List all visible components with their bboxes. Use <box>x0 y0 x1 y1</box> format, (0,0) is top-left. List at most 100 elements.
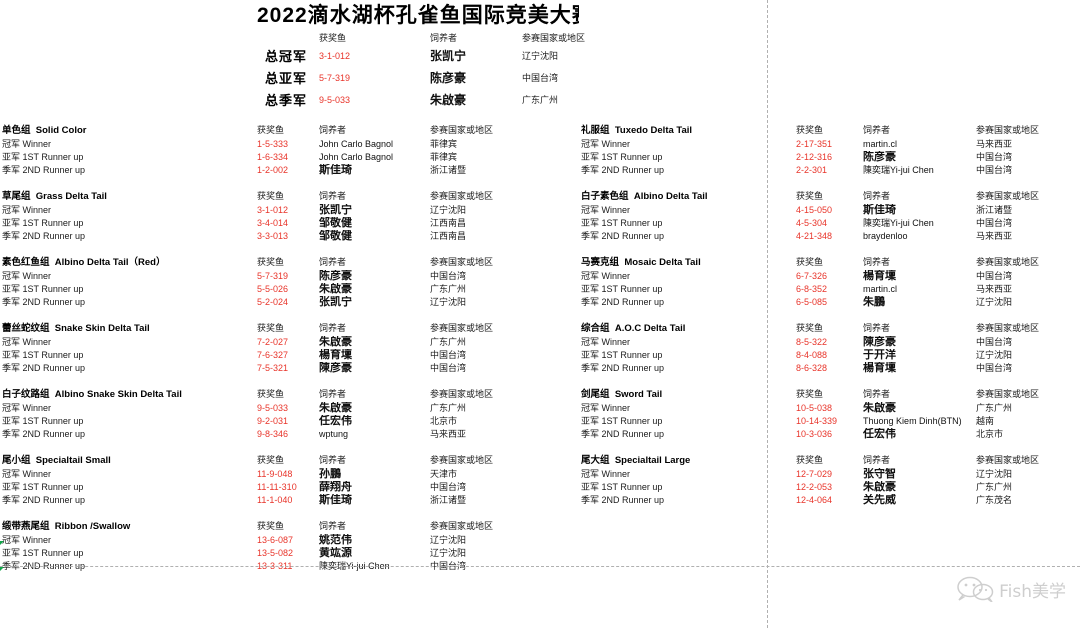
placement-label: 冠军 Winner <box>581 469 631 479</box>
empty-cell <box>861 89 974 111</box>
region-name: 北京市 <box>430 416 458 426</box>
gutter-cell <box>520 387 579 402</box>
group-title-right: 综合组 A.O.C Delta Tail <box>579 321 794 336</box>
empty-cell <box>974 177 1080 189</box>
breeder-name: martin.cl <box>863 284 898 294</box>
overall-header-row: 获奖鱼 饲养者 参赛国家或地区 <box>0 31 1080 45</box>
empty-cell <box>317 375 428 387</box>
gutter-cell <box>520 507 579 519</box>
group-name-cn: 尾大组 <box>581 455 610 466</box>
gutter-cell <box>520 349 579 362</box>
breeder-name: 薛翔舟 <box>319 481 352 493</box>
placement-label: 亚军 1ST Runner up <box>581 284 663 294</box>
col-header-fish: 获奖鱼 <box>796 191 824 201</box>
group-name-en: Albino Snake Skin Delta Tail <box>54 389 182 400</box>
group-header-row: 素色红鱼组 Albino Delta Tail（Red） 获奖鱼 饲养者 参赛国家或地… <box>0 255 1080 270</box>
fish-id: 2-17-351 <box>796 139 833 149</box>
result-row: 亚军 1ST Runner up 3-4-014 邹敬健 江西南昌 亚军 1ST Run… <box>0 217 1080 230</box>
breeder-name: 张凯宁 <box>319 296 352 308</box>
fish-id: 8-4-088 <box>796 350 828 360</box>
placement-label: 冠军 Winner <box>581 205 631 215</box>
breeder-name: braydenloo <box>863 231 908 241</box>
empty-cell <box>317 177 428 189</box>
empty-cell <box>861 67 974 89</box>
result-row: 冠军 Winner 1-5-333 John Carlo Bagnol 菲律宾 冠军 W… <box>0 138 1080 151</box>
breeder-name: 斯佳琦 <box>319 164 352 176</box>
empty-cell <box>974 0 1080 31</box>
gutter-cell <box>520 375 579 387</box>
empty-cell <box>794 45 861 67</box>
empty-cell <box>794 0 861 31</box>
group-title-left: 蕾丝蛇纹组 Snake Skin Delta Tail <box>0 321 255 336</box>
fish-id: 1-6-334 <box>257 152 289 162</box>
empty-cell <box>579 519 794 534</box>
fish-id: 12-7-029 <box>796 469 833 479</box>
breeder-name: 陈彦豪 <box>863 151 897 163</box>
col-header-breeder: 饲养者 <box>319 125 347 135</box>
fish-id: 5-7-319 <box>257 271 289 281</box>
empty-cell <box>0 45 255 67</box>
result-row: 冠军 Winner 11-9-048 孙鵬 天津市 冠军 Winner 12-7-029 张… <box>0 468 1080 481</box>
col-header-region: 参赛国家或地区 <box>430 125 494 135</box>
empty-cell <box>255 31 317 45</box>
placement-label: 冠军 Winner <box>581 403 631 413</box>
placement-label: 亚军 1ST Runner up <box>581 416 663 426</box>
col-header-region: 参赛国家或地区 <box>976 257 1040 267</box>
region-name: 马来西亚 <box>976 231 1013 241</box>
gutter-cell <box>520 494 579 507</box>
empty-cell <box>579 534 794 547</box>
placement-label: 季军 2ND Runner up <box>581 231 665 241</box>
empty-cell <box>0 441 255 453</box>
breeder-name: 楊育壈 <box>863 362 897 374</box>
empty-cell <box>579 441 794 453</box>
empty-cell <box>974 507 1080 519</box>
empty-cell <box>974 67 1080 89</box>
group-header-row: 尾小组 Specialtail Small 获奖鱼 饲养者 参赛国家或地区 尾大组 Sp… <box>0 453 1080 468</box>
region-name: 浙江诸暨 <box>976 205 1013 215</box>
empty-cell <box>794 309 861 321</box>
group-name-en: Grass Delta Tail <box>35 191 107 202</box>
breeder-name: 关先威 <box>863 494 897 506</box>
group-name-cn: 草尾组 <box>2 191 31 202</box>
gutter-cell <box>520 189 579 204</box>
breeder-name: 张守智 <box>863 468 897 480</box>
region-name: 辽宁沈阳 <box>430 535 467 545</box>
col-header-fish: 获奖鱼 <box>796 323 824 333</box>
placement-label: 季军 2ND Runner up <box>2 495 86 505</box>
empty-cell <box>317 111 428 123</box>
page-title: 2022滴水湖杯孔雀鱼国际竞美大赛 <box>257 4 580 27</box>
empty-cell <box>861 243 974 255</box>
empty-cell <box>579 560 794 573</box>
overall-title: 总季军 <box>264 92 307 108</box>
empty-cell <box>794 534 861 547</box>
group-name-cn: 尾小组 <box>2 455 31 466</box>
overall-fish-id: 5-7-319 <box>319 72 351 83</box>
region-name: 中国台湾 <box>430 271 467 281</box>
empty-cell <box>317 441 428 453</box>
region-name: 中国台湾 <box>430 350 467 360</box>
empty-cell <box>974 547 1080 560</box>
empty-cell <box>0 375 255 387</box>
col-header-fish: 获奖鱼 <box>319 32 347 43</box>
gutter-cell <box>520 138 579 151</box>
col-header-region: 参赛国家或地区 <box>976 125 1040 135</box>
fish-id: 2-12-316 <box>796 152 833 162</box>
block-gap-row <box>0 309 1080 321</box>
fish-id: 3-4-014 <box>257 218 289 228</box>
fish-id: 11-11-310 <box>257 482 297 492</box>
region-name: 越南 <box>976 416 995 426</box>
fish-id: 9-2-031 <box>257 416 289 426</box>
placement-label: 冠军 Winner <box>581 337 631 347</box>
fish-id: 7-2-027 <box>257 337 289 347</box>
empty-cell <box>255 111 317 123</box>
placement-label: 亚军 1ST Runner up <box>581 152 663 162</box>
gutter-cell <box>520 123 579 138</box>
col-header-fish: 获奖鱼 <box>796 455 824 465</box>
fish-id: 10-14-339 <box>796 416 838 426</box>
placement-label: 冠军 Winner <box>2 139 52 149</box>
placement-label: 季军 2ND Runner up <box>2 363 86 373</box>
col-header-breeder: 饲养者 <box>319 191 347 201</box>
col-header-region: 参赛国家或地区 <box>522 32 586 43</box>
empty-cell <box>974 375 1080 387</box>
empty-cell <box>255 507 317 519</box>
